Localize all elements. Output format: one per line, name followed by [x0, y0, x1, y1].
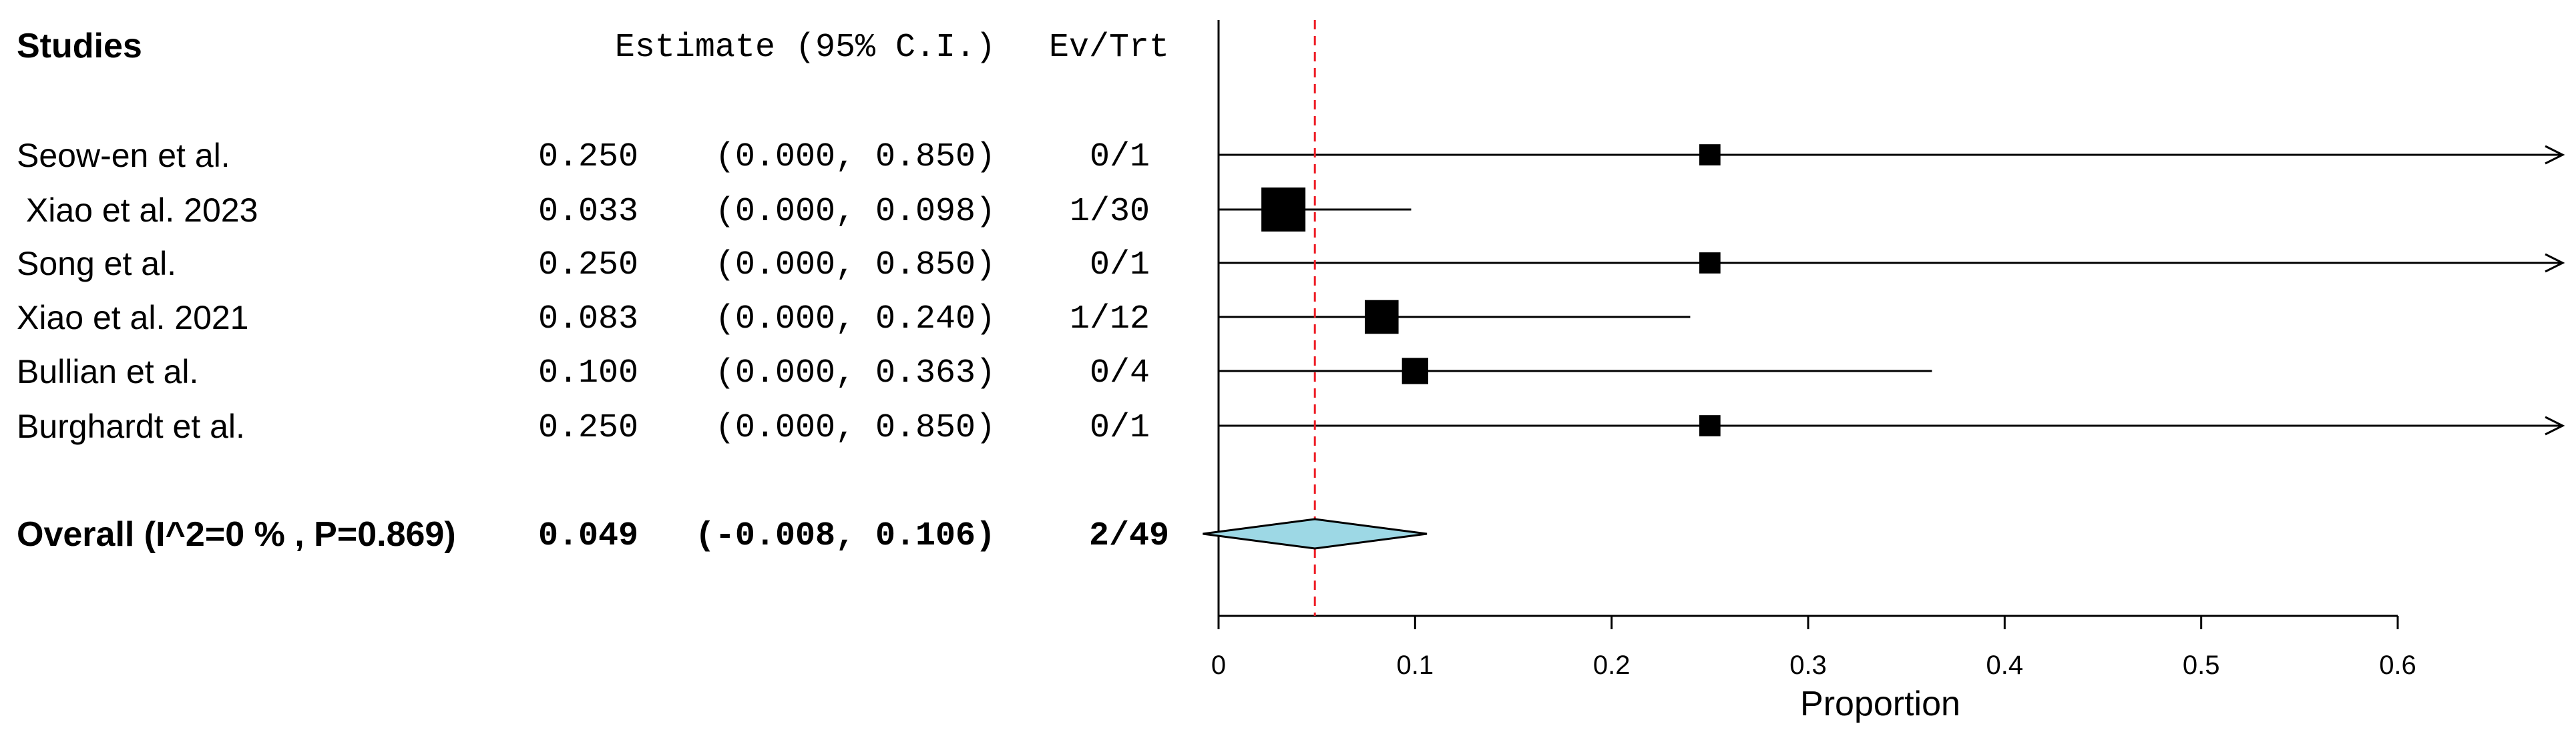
- x-tick-label: 0.3: [1789, 651, 1827, 680]
- x-tick-label: 0.2: [1593, 651, 1631, 680]
- plot-marks: [1203, 20, 2565, 616]
- x-tick-label: 0.6: [2379, 651, 2416, 680]
- x-axis-ticks: 0 0.1 0.2 0.3 0.4 0.5 0.6: [1211, 616, 2416, 680]
- ci-arrow: [2545, 416, 2565, 436]
- study-ci: (0.000, 0.098): [715, 193, 996, 231]
- overall-evtrt: 2/49: [1089, 517, 1169, 555]
- study-ci: (0.000, 0.850): [715, 246, 996, 284]
- point-estimate: [1699, 252, 1721, 274]
- study-estimate: 0.250: [538, 138, 638, 176]
- study-estimate: 0.083: [538, 300, 638, 338]
- overall-label: Overall (I^2=0 % , P=0.869): [17, 515, 456, 554]
- study-evtrt: 1/30: [1070, 193, 1150, 231]
- study-label: Xiao et al. 2023: [17, 192, 258, 229]
- overall-ci: (-0.008, 0.106): [695, 517, 996, 555]
- study-ci: (0.000, 0.850): [715, 138, 996, 176]
- x-tick-label: 0: [1211, 651, 1226, 680]
- study-label: Burghardt et al.: [17, 408, 245, 445]
- estimate-header: Estimate (95% C.I.): [615, 29, 996, 67]
- study-evtrt: 0/1: [1090, 246, 1150, 284]
- x-tick-label: 0.5: [2183, 651, 2220, 680]
- study-ci: (0.000, 0.240): [715, 300, 996, 338]
- study-estimate: 0.100: [538, 354, 638, 392]
- study-evtrt: 0/1: [1090, 138, 1150, 176]
- overall-diamond: [1203, 518, 1428, 550]
- study-label: Xiao et al. 2021: [17, 299, 249, 336]
- study-ci: (0.000, 0.363): [715, 354, 996, 392]
- studies-header: Studies: [17, 27, 142, 65]
- point-estimate: [1365, 300, 1399, 334]
- study-evtrt: 1/12: [1070, 300, 1150, 338]
- study-label: Song et al.: [17, 245, 176, 282]
- point-estimate: [1402, 358, 1429, 384]
- study-ci: (0.000, 0.850): [715, 409, 996, 447]
- study-estimate: 0.033: [538, 193, 638, 231]
- study-evtrt: 0/1: [1090, 409, 1150, 447]
- x-tick-label: 0.1: [1397, 651, 1434, 680]
- study-label: Bullian et al.: [17, 353, 198, 390]
- ci-arrow: [2545, 145, 2565, 165]
- study-evtrt: 0/4: [1090, 354, 1150, 392]
- ci-arrow: [2545, 253, 2565, 273]
- overall-estimate: 0.049: [538, 517, 638, 555]
- point-estimate: [1699, 415, 1721, 436]
- point-estimate: [1699, 144, 1721, 165]
- study-estimate: 0.250: [538, 409, 638, 447]
- x-axis-title: Proportion: [1800, 685, 1960, 723]
- study-label: Seow-en et al.: [17, 137, 230, 174]
- evtrt-header: Ev/Trt: [1049, 29, 1169, 67]
- study-estimate: 0.250: [538, 246, 638, 284]
- x-tick-label: 0.4: [1986, 651, 2024, 680]
- study-rows: Seow-en et al. 0.250 (0.000, 0.850) 0/1 Xia…: [17, 137, 1150, 447]
- point-estimate: [1261, 188, 1306, 232]
